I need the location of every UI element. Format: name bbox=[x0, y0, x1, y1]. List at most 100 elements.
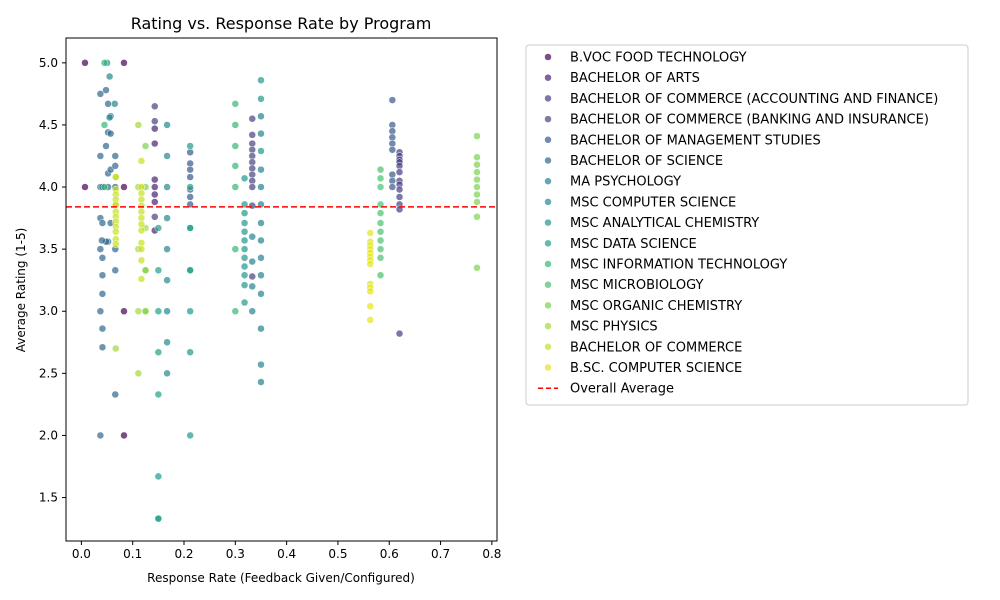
data-point bbox=[248, 158, 256, 166]
data-point bbox=[257, 324, 265, 333]
data-point bbox=[141, 266, 150, 274]
legend-label: BACHELOR OF SCIENCE bbox=[570, 154, 723, 169]
legend-marker bbox=[544, 73, 552, 82]
data-point bbox=[240, 228, 249, 236]
data-point bbox=[137, 201, 146, 210]
data-point bbox=[395, 329, 404, 338]
data-point bbox=[98, 254, 107, 262]
data-point bbox=[137, 239, 146, 247]
data-point bbox=[366, 229, 375, 237]
data-point bbox=[473, 213, 481, 221]
data-point bbox=[376, 209, 385, 217]
data-point bbox=[186, 348, 194, 356]
data-point bbox=[376, 228, 385, 236]
legend-marker bbox=[544, 260, 552, 268]
y-tick-label: 1.5 bbox=[39, 491, 58, 505]
data-point bbox=[376, 165, 385, 174]
legend-label: MSC ORGANIC CHEMISTRY bbox=[570, 299, 742, 314]
data-point bbox=[257, 236, 265, 245]
data-point bbox=[151, 183, 159, 191]
data-point bbox=[96, 90, 105, 98]
legend-marker bbox=[544, 218, 552, 227]
data-point bbox=[248, 146, 256, 154]
data-point bbox=[240, 245, 249, 253]
data-point bbox=[248, 183, 256, 191]
data-point bbox=[186, 266, 194, 274]
data-point bbox=[154, 390, 163, 399]
y-tick-label: 2.5 bbox=[39, 366, 58, 380]
data-point bbox=[388, 133, 397, 142]
data-point bbox=[186, 183, 194, 191]
legend-frame bbox=[525, 44, 969, 406]
data-point bbox=[257, 219, 265, 227]
data-point bbox=[240, 219, 249, 227]
data-point bbox=[163, 245, 171, 253]
data-point bbox=[186, 148, 194, 157]
data-point bbox=[137, 183, 146, 191]
data-point bbox=[248, 257, 256, 266]
points-layer bbox=[81, 59, 481, 523]
x-tick-label: 0.8 bbox=[482, 547, 501, 561]
data-point bbox=[137, 195, 146, 204]
y-tick-label: 3.5 bbox=[39, 242, 58, 256]
data-point bbox=[473, 183, 481, 191]
data-point bbox=[257, 378, 265, 386]
data-point bbox=[473, 198, 481, 206]
x-tick-label: 0.2 bbox=[174, 547, 193, 561]
legend-marker bbox=[544, 198, 552, 206]
data-point bbox=[98, 290, 107, 298]
legend: B.VOC FOOD TECHNOLOGY BACHELOR OF ARTS BAC… bbox=[525, 44, 969, 406]
legend-label: MA PSYCHOLOGY bbox=[570, 175, 681, 190]
data-point bbox=[257, 112, 265, 120]
legend-marker bbox=[544, 363, 552, 372]
data-point bbox=[257, 183, 265, 191]
data-point bbox=[240, 262, 249, 271]
data-point bbox=[151, 117, 159, 125]
data-point bbox=[98, 324, 107, 333]
x-tick-label: 0.3 bbox=[226, 547, 245, 561]
data-point bbox=[388, 121, 397, 129]
legend-marker bbox=[544, 322, 552, 330]
data-point bbox=[137, 220, 146, 229]
data-point bbox=[105, 72, 114, 81]
data-point bbox=[186, 165, 194, 174]
data-point bbox=[231, 121, 240, 129]
data-point bbox=[248, 307, 256, 315]
data-point bbox=[473, 132, 481, 140]
plot-frame bbox=[65, 37, 498, 542]
data-point bbox=[111, 266, 120, 274]
data-point bbox=[231, 142, 240, 150]
data-point bbox=[163, 369, 171, 378]
data-point bbox=[141, 307, 150, 315]
data-point bbox=[105, 113, 114, 122]
data-point bbox=[376, 236, 385, 245]
legend-marker bbox=[544, 343, 552, 351]
y-axis: 1.5 2.0 2.5 3.0 3.5 4.0 4.5 5.0 bbox=[39, 56, 66, 505]
data-point bbox=[151, 190, 159, 199]
data-point bbox=[395, 162, 404, 170]
legend-marker bbox=[544, 280, 552, 289]
legend-label: MSC MICROBIOLOGY bbox=[570, 278, 703, 293]
data-point bbox=[154, 514, 163, 523]
x-tick-label: 0.1 bbox=[123, 547, 142, 561]
legend-label: B.VOC FOOD TECHNOLOGY bbox=[570, 51, 747, 66]
data-point bbox=[186, 224, 194, 232]
data-point bbox=[376, 254, 385, 262]
x-axis: 0.0 0.1 0.2 0.3 0.4 0.5 0.6 0.7 0.8 bbox=[72, 541, 501, 561]
x-tick-label: 0.4 bbox=[277, 547, 296, 561]
data-point bbox=[473, 168, 481, 176]
data-point bbox=[231, 307, 240, 315]
data-point bbox=[98, 343, 107, 351]
data-point bbox=[186, 173, 194, 181]
data-point bbox=[231, 162, 240, 170]
y-tick-label: 4.0 bbox=[39, 180, 58, 194]
legend-label: BACHELOR OF COMMERCE (BANKING AND INSURA… bbox=[570, 113, 929, 128]
chart-title: Rating vs. Response Rate by Program bbox=[131, 14, 432, 33]
y-tick-label: 3.0 bbox=[39, 304, 58, 318]
data-point bbox=[366, 260, 375, 268]
data-point bbox=[151, 213, 159, 221]
data-point bbox=[388, 170, 397, 179]
data-point bbox=[137, 208, 146, 216]
data-point bbox=[257, 76, 265, 84]
data-point bbox=[395, 185, 404, 194]
